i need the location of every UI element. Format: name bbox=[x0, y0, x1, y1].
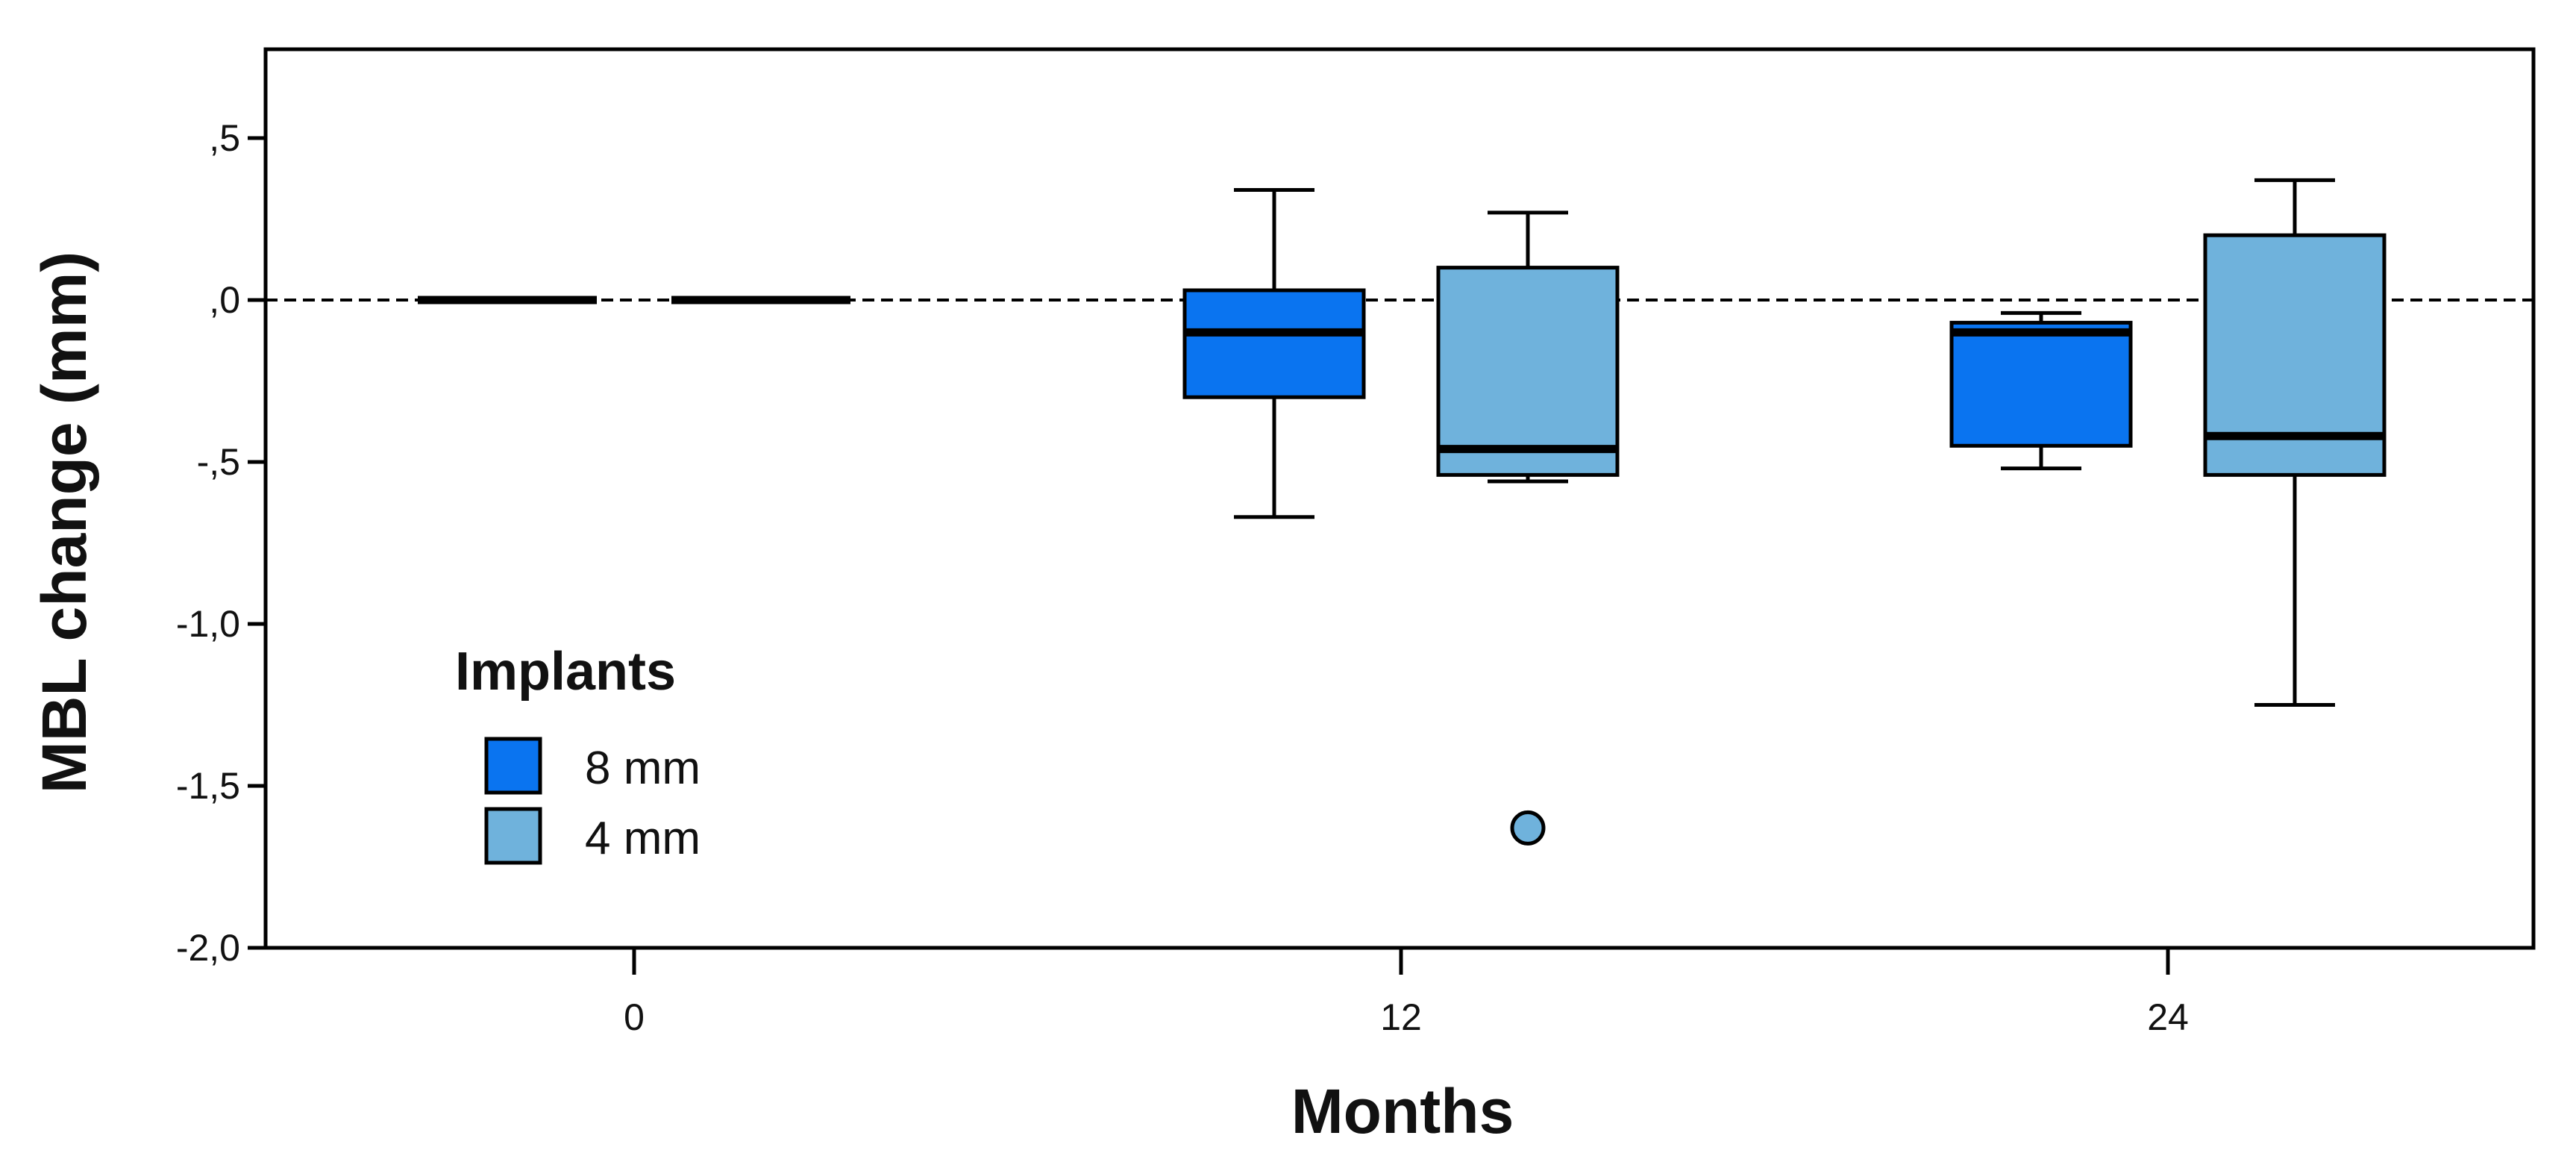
y-tick-label: ,0 bbox=[209, 279, 240, 321]
x-tick-label: 0 bbox=[624, 996, 645, 1038]
legend-label-8mm: 8 mm bbox=[585, 743, 701, 794]
y-axis-title: MBL change (mm) bbox=[29, 252, 99, 794]
legend-swatch-8mm bbox=[484, 737, 542, 795]
legend-label-4mm: 4 mm bbox=[585, 813, 701, 864]
y-tick-label: -2,0 bbox=[176, 927, 240, 969]
y-tick-label: -,5 bbox=[197, 441, 240, 483]
legend-swatch-4mm bbox=[484, 807, 542, 865]
box-8mm-24 bbox=[1949, 320, 2133, 448]
y-tick-label: -1,0 bbox=[176, 603, 240, 645]
outlier-point-4mm-12 bbox=[1510, 810, 1546, 846]
y-tick-label: ,5 bbox=[209, 117, 240, 159]
box-4mm-12 bbox=[1436, 266, 1620, 477]
legend: Implants 8 mm 4 mm bbox=[455, 642, 701, 865]
y-tick-label: -1,5 bbox=[176, 765, 240, 807]
x-axis-title: Months bbox=[1291, 1076, 1514, 1146]
box-8mm-12 bbox=[1182, 288, 1366, 399]
x-tick-label: 12 bbox=[1380, 996, 1422, 1038]
x-tick-label: 24 bbox=[2147, 996, 2189, 1038]
legend-title: Implants bbox=[455, 642, 676, 702]
